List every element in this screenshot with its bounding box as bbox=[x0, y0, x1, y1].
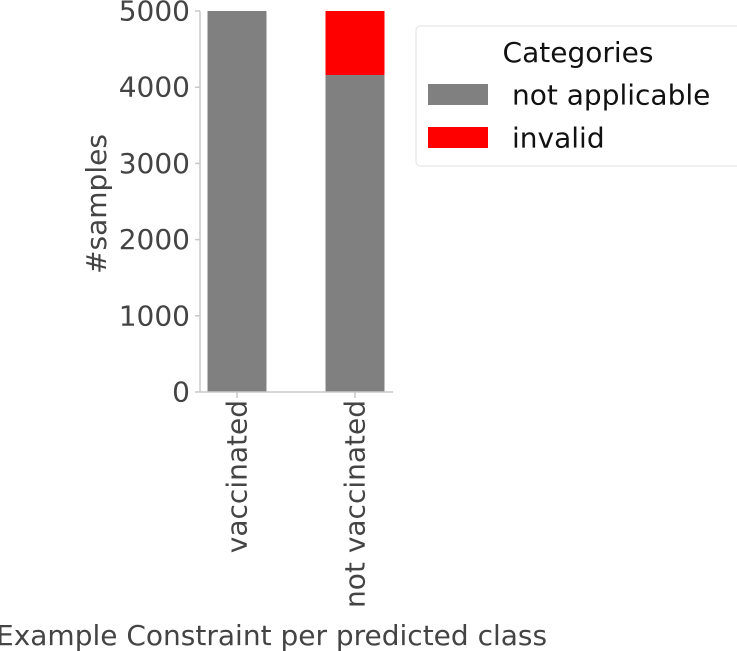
bar-segment bbox=[325, 75, 385, 393]
y-tick-label: 2000 bbox=[119, 223, 190, 256]
bars-group bbox=[207, 11, 385, 393]
y-tick-label: 4000 bbox=[119, 71, 190, 104]
y-tick-label: 3000 bbox=[119, 147, 190, 180]
legend-frame bbox=[415, 25, 737, 167]
legend: Categories not applicable invalid bbox=[415, 25, 737, 167]
y-axis-title: #samples bbox=[80, 134, 113, 274]
legend-swatch bbox=[428, 127, 488, 148]
legend-items: not applicable invalid bbox=[428, 79, 710, 155]
legend-label: not applicable bbox=[512, 79, 710, 112]
y-ticks-group: 0 1000 2000 3000 4000 5000 bbox=[119, 0, 200, 409]
x-tick-label: not vaccinated bbox=[339, 400, 372, 608]
y-tick-label: 0 bbox=[172, 376, 190, 409]
bar-segment bbox=[325, 11, 385, 76]
bar-segment bbox=[207, 11, 267, 392]
y-tick-label: 1000 bbox=[119, 299, 190, 332]
x-ticks-group: vaccinated not vaccinated bbox=[221, 392, 372, 608]
y-tick-label: 5000 bbox=[119, 0, 190, 28]
x-tick-label: vaccinated bbox=[221, 400, 254, 553]
axes-group bbox=[199, 11, 393, 393]
legend-label: invalid bbox=[512, 122, 605, 155]
legend-title: Categories bbox=[503, 36, 654, 69]
legend-swatch bbox=[428, 84, 488, 105]
x-axis-title: Example Constraint per predicted class bbox=[0, 619, 547, 651]
